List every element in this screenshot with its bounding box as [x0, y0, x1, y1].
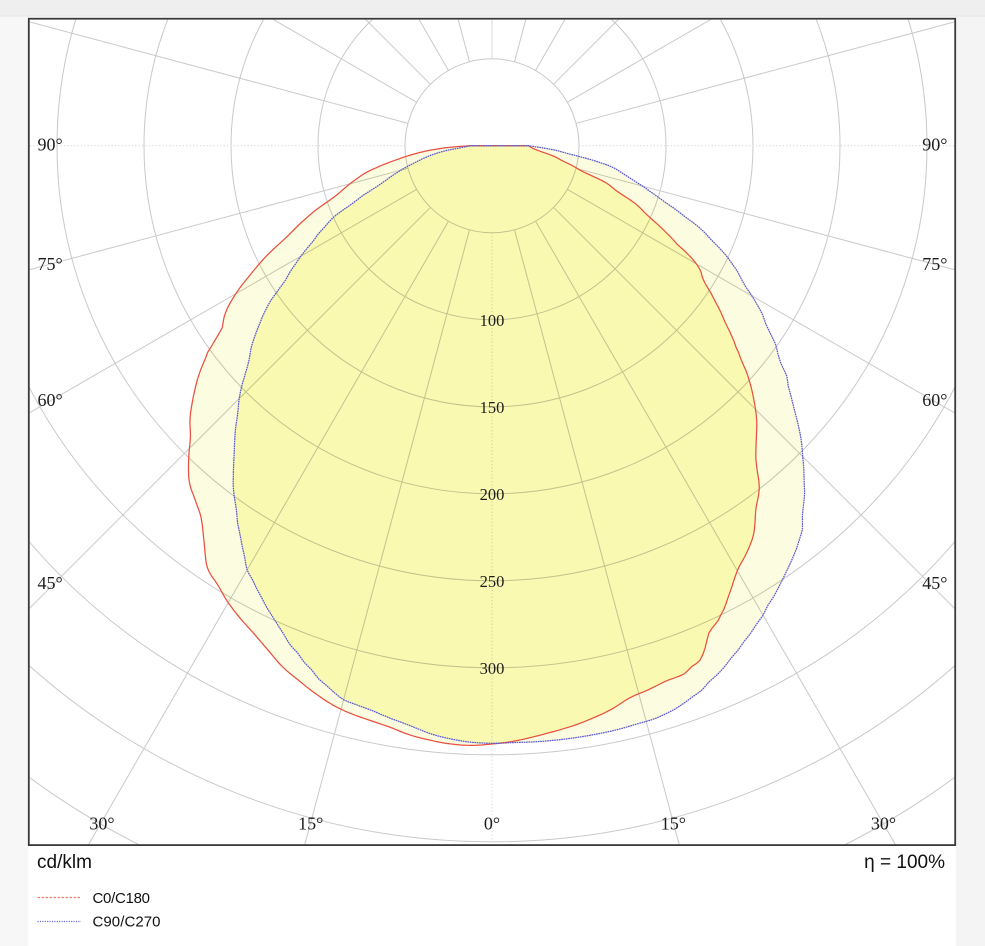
svg-text:30°: 30°: [89, 814, 114, 834]
svg-text:C0/C180: C0/C180: [93, 890, 151, 907]
svg-text:15°: 15°: [661, 814, 686, 834]
svg-text:75°: 75°: [38, 254, 63, 274]
svg-text:250: 250: [480, 572, 505, 591]
svg-text:30°: 30°: [871, 814, 896, 834]
svg-text:C90/C270: C90/C270: [93, 914, 161, 931]
svg-text:45°: 45°: [922, 573, 947, 593]
svg-text:η = 100%: η = 100%: [864, 852, 945, 873]
svg-text:150: 150: [480, 398, 505, 417]
svg-text:300: 300: [480, 659, 505, 678]
svg-text:100: 100: [480, 311, 505, 330]
svg-text:45°: 45°: [38, 573, 63, 593]
svg-text:cd/klm: cd/klm: [37, 852, 92, 873]
svg-text:15°: 15°: [298, 814, 323, 834]
svg-text:0°: 0°: [484, 814, 500, 834]
svg-text:200: 200: [480, 485, 505, 504]
svg-text:75°: 75°: [922, 254, 947, 274]
svg-text:90°: 90°: [922, 135, 947, 155]
svg-text:90°: 90°: [38, 135, 63, 155]
svg-text:60°: 60°: [922, 390, 947, 410]
svg-text:60°: 60°: [38, 390, 63, 410]
